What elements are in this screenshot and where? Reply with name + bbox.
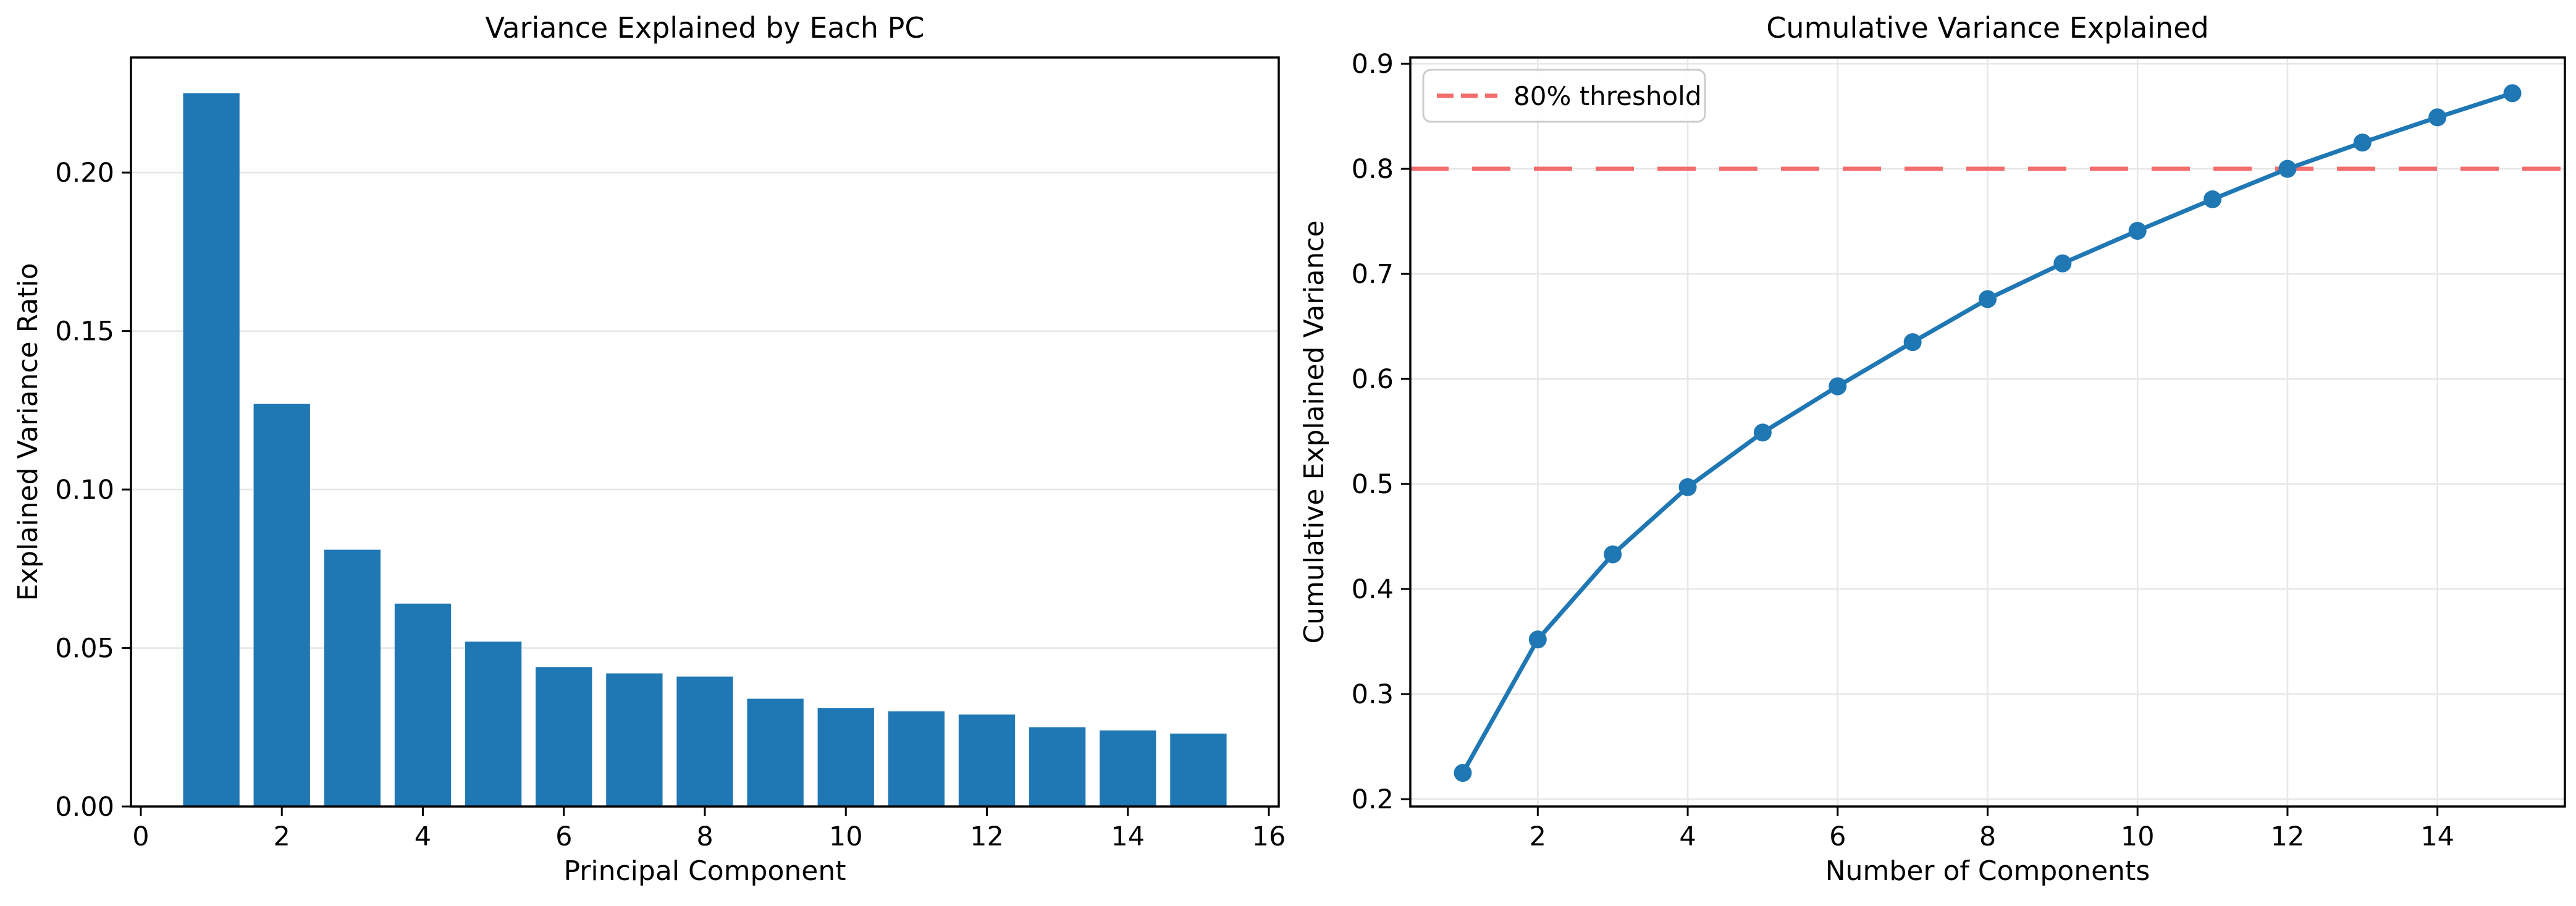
left-x-tick-label-10: 10	[829, 821, 863, 852]
left-y-tick-label-0.05: 0.05	[55, 633, 114, 664]
right-y-tick-label-0.2: 0.2	[1352, 784, 1394, 815]
bar-pc-14	[1100, 730, 1156, 807]
data-point-8	[1979, 290, 1997, 308]
left-y-tick-label-0.1: 0.10	[55, 475, 114, 506]
bar-pc-6	[536, 667, 592, 807]
left-y-tick-label-0.2: 0.20	[55, 158, 114, 188]
data-point-5	[1753, 423, 1772, 442]
legend-box	[1422, 69, 1706, 123]
bar-pc-5	[465, 641, 522, 807]
right-y-tick-label-0.7: 0.7	[1352, 259, 1394, 290]
right-chart-title: Cumulative Variance Explained	[1766, 11, 2209, 44]
left-x-tick-label-8: 8	[696, 821, 713, 852]
data-point-6	[1829, 377, 1847, 396]
bar-pc-3	[324, 549, 381, 807]
bar-pc-12	[958, 714, 1016, 807]
right-x-tick-label-8: 8	[1979, 821, 1996, 852]
right-chart-ylabel: Cumulative Explained Variance	[1298, 220, 1330, 644]
left-y-tick-label-0.15: 0.15	[55, 316, 114, 347]
data-point-3	[1604, 545, 1622, 564]
left-chart-xlabel: Principal Component	[563, 855, 846, 887]
left-x-tick-label-16: 16	[1252, 821, 1286, 852]
left-chart-ylabel: Explained Variance Ratio	[12, 263, 44, 601]
legend-label: 80% threshold	[1513, 81, 1702, 111]
bar-pc-9	[747, 698, 804, 807]
bar-pc-10	[817, 708, 874, 807]
bar-pc-1	[183, 93, 240, 807]
bar-pc-11	[888, 711, 945, 807]
data-point-7	[1903, 333, 1922, 352]
left-x-tick-label-2: 2	[274, 821, 290, 852]
data-point-10	[2128, 221, 2147, 240]
right-x-tick-label-10: 10	[2121, 821, 2155, 852]
data-point-14	[2428, 108, 2447, 127]
right-chart-xlabel: Number of Components	[1825, 855, 2150, 887]
data-point-11	[2203, 190, 2222, 208]
bar-pc-15	[1170, 734, 1227, 807]
right-y-tick-label-0.9: 0.9	[1352, 49, 1394, 80]
data-point-4	[1678, 478, 1697, 496]
right-x-tick-label-6: 6	[1829, 821, 1846, 852]
data-point-9	[2053, 254, 2072, 273]
data-point-2	[1528, 630, 1547, 649]
right-y-tick-label-0.6: 0.6	[1352, 364, 1394, 395]
left-x-tick-label-12: 12	[970, 821, 1004, 852]
right-y-tick-label-0.3: 0.3	[1352, 679, 1394, 710]
left-x-tick-label-14: 14	[1111, 821, 1145, 852]
right-y-tick-label-0.4: 0.4	[1352, 574, 1394, 605]
data-point-15	[2503, 84, 2522, 103]
bar-pc-7	[606, 673, 663, 807]
right-x-tick-label-2: 2	[1530, 821, 1546, 852]
data-point-1	[1454, 764, 1472, 782]
bar-pc-13	[1029, 727, 1086, 807]
left-x-tick-label-6: 6	[555, 821, 572, 852]
left-x-tick-label-4: 4	[415, 821, 431, 852]
bar-pc-2	[253, 404, 310, 807]
right-x-tick-label-4: 4	[1679, 821, 1696, 852]
left-chart-title: Variance Explained by Each PC	[485, 11, 925, 44]
left-y-tick-label-0: 0.00	[55, 792, 114, 823]
bar-pc-8	[676, 676, 733, 807]
bar-pc-4	[394, 603, 452, 807]
left-x-tick-label-0: 0	[132, 821, 149, 852]
right-x-tick-label-12: 12	[2271, 821, 2305, 852]
right-y-tick-label-0.5: 0.5	[1352, 469, 1394, 500]
right-y-tick-label-0.8: 0.8	[1352, 154, 1394, 185]
right-x-tick-label-14: 14	[2420, 821, 2454, 852]
data-point-13	[2353, 133, 2372, 152]
data-point-12	[2278, 159, 2297, 178]
